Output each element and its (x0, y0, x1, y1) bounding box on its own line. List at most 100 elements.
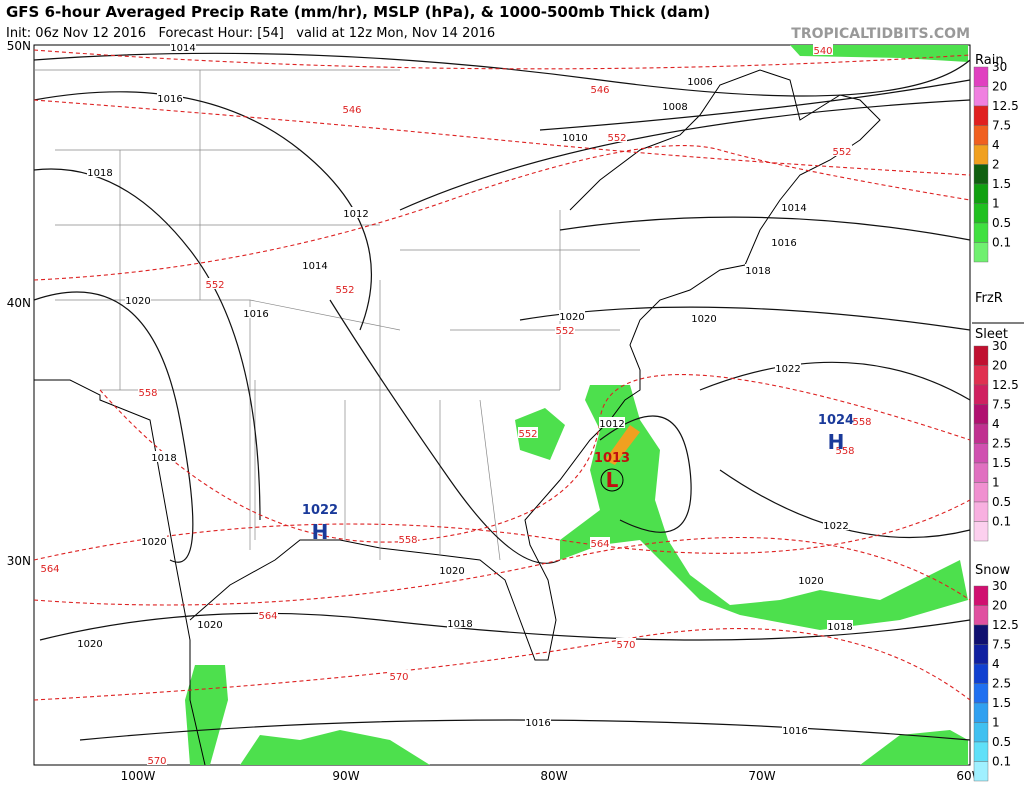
label-bg (590, 83, 610, 94)
thickness-label: 546 (342, 105, 361, 116)
legend-swatch (973, 722, 989, 743)
legend-level: 20 (992, 599, 1007, 613)
legend-swatch (973, 183, 989, 204)
legend-level: 7.5 (992, 638, 1011, 652)
legend-swatch (973, 741, 989, 762)
legend-swatch (973, 222, 989, 243)
isobar-label: 1016 (771, 238, 796, 249)
legend-title: Rain (975, 53, 1004, 68)
thickness-label: 552 (832, 147, 851, 158)
legend-level: 4 (992, 417, 1000, 431)
lat-label: 50N (7, 39, 31, 53)
label-bg (852, 415, 872, 426)
label-bg (827, 620, 853, 631)
legend-swatch (973, 585, 989, 606)
isobar-label: 1020 (798, 576, 823, 587)
label-bg (170, 41, 196, 52)
map-frame (33, 44, 971, 766)
legend-level: 0.5 (992, 735, 1011, 749)
legend-swatch (973, 605, 989, 626)
label-bg (832, 145, 852, 156)
isobar-label: 1014 (170, 43, 195, 54)
lat-label: 30N (7, 554, 31, 568)
label-bg (775, 362, 801, 373)
map-layer (33, 45, 971, 766)
label-bg (798, 574, 824, 585)
legend-level: 2.5 (992, 437, 1011, 451)
legend-level: 4 (992, 657, 1000, 671)
label-bg (562, 131, 588, 142)
label-bg (343, 207, 369, 218)
legend-level: 12.5 (992, 99, 1019, 113)
legend-swatch (973, 242, 989, 263)
isobar-label: 1020 (77, 639, 102, 650)
isobar-label: 1020 (559, 312, 584, 323)
isobar-label: 1014 (302, 261, 327, 272)
legend-level: 1.5 (992, 177, 1011, 191)
precip-area (860, 730, 968, 765)
label-bg (40, 562, 60, 573)
label-bg (447, 617, 473, 628)
site: TROPICALTIDBITS.COM (791, 26, 970, 42)
label-bg (691, 312, 717, 323)
precip-area (240, 730, 430, 765)
label-bg (197, 618, 223, 629)
lon-label: 80W (540, 769, 567, 783)
label-bg (662, 100, 688, 111)
label-bg (518, 427, 538, 438)
label-bg (125, 294, 151, 305)
low-ring (600, 468, 624, 492)
legend-swatch (973, 683, 989, 704)
thickness-label: 546 (590, 85, 609, 96)
lon-label: 70W (748, 769, 775, 783)
legend-level: 0.5 (992, 495, 1011, 509)
label-bg (439, 564, 465, 575)
legend-level: 0.5 (992, 216, 1011, 230)
legend-swatch (973, 345, 989, 366)
isobar-label: 1018 (151, 453, 176, 464)
label-bg (151, 451, 177, 462)
legend-level: 0.1 (992, 515, 1011, 529)
isobar-label: 1020 (439, 566, 464, 577)
label-bg (205, 278, 225, 289)
label-bg (243, 307, 269, 318)
thickness-label: 540 (813, 46, 832, 57)
legend-level: 7.5 (992, 119, 1011, 133)
legend-level: 1 (992, 476, 1000, 490)
legend-level: 0.1 (992, 755, 1011, 769)
legend-level: 1 (992, 716, 1000, 730)
isobar-label: 1006 (687, 77, 712, 88)
label-bg (616, 638, 636, 649)
isobar-label: 1016 (243, 309, 268, 320)
state-borders (34, 69, 640, 561)
label-bg (525, 716, 551, 727)
isobar-label: 1020 (197, 620, 222, 631)
isobar-label: 1014 (781, 203, 806, 214)
legend-swatch (973, 144, 989, 165)
isobar-label: 1016 (157, 94, 182, 105)
legend-swatch (973, 624, 989, 645)
legend-level: 12.5 (992, 618, 1019, 632)
legend-swatch (973, 365, 989, 386)
label-bg (302, 259, 328, 270)
center-value: 1013 (594, 451, 630, 466)
label-bg (607, 131, 627, 142)
label-bg (335, 283, 355, 294)
legend-swatch (973, 164, 989, 185)
legend-level: 1.5 (992, 456, 1011, 470)
thickness-label: 564 (590, 539, 609, 550)
isobar-label: 1008 (662, 102, 687, 113)
precip-area (515, 408, 565, 460)
thickness-label: 552 (335, 285, 354, 296)
legend-level: 7.5 (992, 398, 1011, 412)
center-value: 1022 (302, 503, 338, 518)
label-bg (389, 670, 409, 681)
legend-swatch (973, 462, 989, 483)
legend-swatch (973, 404, 989, 425)
lon-label: 90W (332, 769, 359, 783)
lat-label: 40N (7, 296, 31, 310)
thickness-label: 570 (616, 640, 635, 651)
legend-title: FrzR (975, 291, 1003, 306)
legend-swatch (973, 423, 989, 444)
legend-swatch (973, 66, 989, 87)
